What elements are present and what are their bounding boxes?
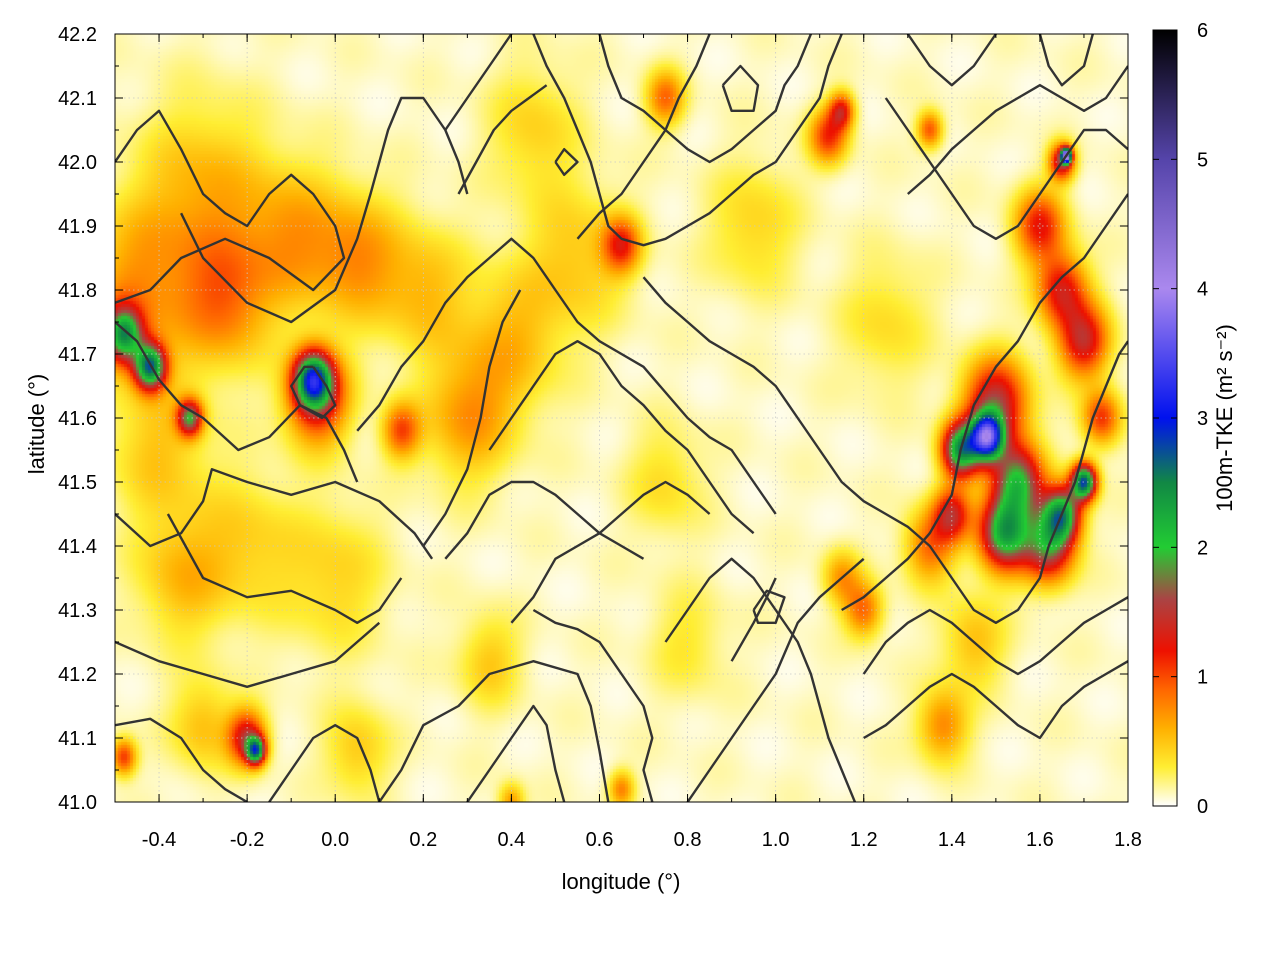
- contour-line: [115, 321, 359, 483]
- contour-line: [862, 596, 1128, 676]
- y-tick-label: 41.5: [58, 472, 97, 494]
- contour-line: [884, 97, 1128, 240]
- y-axis-ticks: 41.0 41.1 41.2 41.3 41.4 41.5 41.6 41.7 41.8 41.9…: [58, 24, 1128, 814]
- contour-line: [532, 34, 843, 247]
- contour-line: [642, 276, 1128, 624]
- colorbar-title: 100m-TKE (m² s⁻²): [1212, 324, 1237, 512]
- contour-line: [488, 340, 755, 535]
- x-tick-label: -0.2: [230, 829, 264, 851]
- contour-line: [554, 148, 579, 176]
- contour-line: [115, 621, 381, 688]
- colorbar-ticks: 0 1 2 3 4 5 6: [1153, 20, 1208, 818]
- contour-line: [180, 96, 469, 324]
- colorbar: 0 1 2 3 4 5 6 100m-TKE (m² s⁻²): [1152, 20, 1237, 818]
- y-tick-label: 41.9: [58, 216, 97, 238]
- x-tick-label: 0.6: [586, 829, 614, 851]
- contour-line: [115, 468, 434, 560]
- contour-line: [1038, 34, 1094, 87]
- plot-grid: [115, 34, 1128, 802]
- contour-line: [378, 660, 610, 802]
- colorbar-tick-label: 4: [1197, 279, 1208, 301]
- contour-line: [115, 109, 346, 304]
- terrain-contours: [115, 34, 1128, 802]
- contour-line: [457, 84, 548, 195]
- x-tick-label: 1.0: [762, 829, 790, 851]
- y-tick-label: 41.2: [58, 664, 97, 686]
- contour-line: [863, 660, 1128, 740]
- y-tick-label: 41.4: [58, 536, 97, 558]
- colorbar-tick-label: 0: [1197, 796, 1208, 818]
- y-tick-label: 42.0: [58, 152, 97, 174]
- contour-line: [444, 480, 645, 560]
- contour-line: [166, 513, 403, 624]
- contour-line: [841, 193, 1128, 612]
- y-tick-label: 41.7: [58, 344, 97, 366]
- contour-line: [906, 34, 997, 87]
- x-tick-label: -0.4: [142, 829, 176, 851]
- x-tick-label: 1.2: [850, 829, 878, 851]
- y-tick-label: 42.2: [58, 24, 97, 46]
- contour-line: [444, 34, 513, 131]
- x-tick-label: 1.6: [1026, 829, 1054, 851]
- colorbar-tick-label: 3: [1197, 408, 1208, 430]
- y-tick-label: 41.8: [58, 280, 97, 302]
- contour-line: [664, 557, 857, 802]
- colorbar-tick-label: 1: [1197, 667, 1208, 689]
- colorbar-tick-label: 2: [1197, 537, 1208, 559]
- contour-line: [532, 608, 654, 802]
- contour-line: [115, 717, 248, 802]
- contour-line: [356, 237, 777, 515]
- x-tick-label: 1.8: [1114, 829, 1142, 851]
- contour-line: [466, 704, 566, 802]
- x-axis-title: longitude (°): [562, 869, 681, 894]
- y-tick-label: 41.3: [58, 600, 97, 622]
- y-tick-label: 42.1: [58, 88, 97, 110]
- contour-line: [686, 557, 865, 802]
- contour-line: [752, 589, 786, 624]
- x-axis-ticks: -0.4 -0.2 0.0 0.2 0.4 0.6 0.8 1.0 1.2 1.4 1.6 1.8: [114, 34, 1142, 851]
- contour-line: [268, 724, 381, 802]
- x-tick-label: 0.8: [674, 829, 702, 851]
- y-tick-label: 41.6: [58, 408, 97, 430]
- y-tick-label: 41.1: [58, 728, 97, 750]
- x-tick-label: 0.4: [497, 829, 525, 851]
- x-tick-label: 1.4: [938, 829, 966, 851]
- y-axis-title: latitude (°): [24, 374, 49, 475]
- contour-line: [598, 34, 813, 164]
- contour-line: [290, 365, 337, 420]
- contour-line: [422, 289, 522, 547]
- contour-line: [730, 577, 777, 662]
- contour-line: [510, 480, 711, 624]
- contour-line: [907, 65, 1128, 195]
- x-tick-label: 0.2: [409, 829, 437, 851]
- colorbar-tick-label: 5: [1197, 149, 1208, 171]
- y-tick-label: 41.0: [58, 792, 97, 814]
- contour-line: [721, 64, 760, 112]
- colorbar-tick-label: 6: [1197, 20, 1208, 42]
- x-tick-label: 0.0: [321, 829, 349, 851]
- tke-heatmap: [115, 34, 1128, 802]
